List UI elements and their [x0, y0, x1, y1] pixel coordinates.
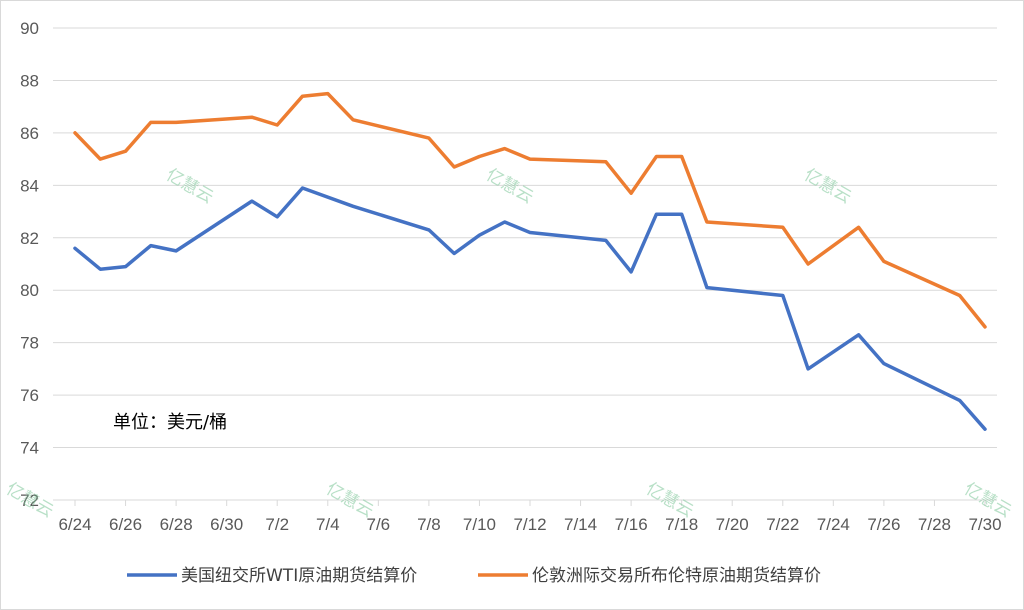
x-tick-label: 7/16 [615, 515, 648, 534]
x-tick-label: 7/12 [513, 515, 546, 534]
x-tick-label: 6/28 [160, 515, 193, 534]
unit-label: 单位：美元/桶 [113, 412, 227, 433]
y-tick-label: 74 [20, 439, 39, 458]
grid [53, 27, 997, 501]
series-line-2 [73, 91, 987, 329]
x-tick-label: 7/26 [867, 515, 900, 534]
x-tick-label: 7/18 [665, 515, 698, 534]
x-tick-label: 6/24 [58, 515, 91, 534]
x-tick-label: 7/20 [716, 515, 749, 534]
x-tick-label: 6/26 [109, 515, 142, 534]
x-tick-label: 6/30 [210, 515, 243, 534]
y-tick-label: 82 [20, 229, 39, 248]
x-tick-label: 7/22 [766, 515, 799, 534]
x-tick-label: 7/10 [463, 515, 496, 534]
y-tick-label: 88 [20, 71, 39, 90]
y-axis-ticks: 72 74 76 78 80 82 84 86 88 90 [20, 19, 39, 510]
x-tick-label: 7/6 [367, 515, 391, 534]
y-tick-label: 78 [20, 334, 39, 353]
series-lines [73, 91, 987, 431]
x-tick-label: 7/4 [316, 515, 340, 534]
y-tick-label: 86 [20, 124, 39, 143]
x-tick-label: 7/14 [564, 515, 597, 534]
legend-label-wti: 美国纽交所WTI原油期货结算价 [181, 566, 417, 586]
legend: 美国纽交所WTI原油期货结算价 伦敦洲际交易所布伦特原油期货结算价 [127, 566, 821, 586]
x-tick-label: 7/30 [968, 515, 1001, 534]
y-tick-label: 80 [20, 281, 39, 300]
x-tick-label: 7/24 [817, 515, 850, 534]
y-tick-label: 76 [20, 386, 39, 405]
legend-label-brent: 伦敦洲际交易所布伦特原油期货结算价 [532, 566, 821, 586]
x-axis-ticks: 6/24 6/26 6/28 6/30 7/2 7/4 7/6 7/8 7/10 7/12 7/14… [58, 500, 1002, 534]
x-tick-label: 7/8 [417, 515, 441, 534]
y-tick-label: 72 [20, 491, 39, 510]
y-tick-label: 84 [20, 176, 39, 195]
x-tick-label: 7/2 [265, 515, 289, 534]
y-tick-label: 90 [20, 19, 39, 38]
x-tick-label: 7/28 [918, 515, 951, 534]
